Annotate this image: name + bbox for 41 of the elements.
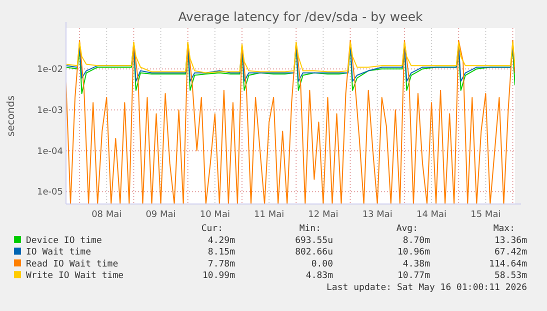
text: 10.96m bbox=[397, 248, 430, 258]
text: 8.70m bbox=[402, 236, 430, 246]
chart-title: Average latency for /dev/sda - by week bbox=[178, 9, 424, 24]
text: 67.42m bbox=[494, 248, 527, 258]
legend-label: Write IO Wait time bbox=[26, 271, 124, 282]
legend-label: Device IO time bbox=[26, 236, 102, 246]
text: 10.99m bbox=[202, 271, 235, 282]
text: 114.64m bbox=[489, 259, 527, 270]
y-axis-title: seconds bbox=[6, 96, 17, 136]
line-series bbox=[66, 40, 515, 204]
text: Cur: bbox=[201, 224, 223, 234]
x-tick-label: 12 Mai bbox=[308, 210, 338, 220]
text: 8.15m bbox=[208, 248, 235, 258]
legend-label: IO Wait time bbox=[26, 248, 92, 258]
x-tick-label: 14 Mai bbox=[416, 210, 447, 220]
text: 4.29m bbox=[208, 236, 235, 246]
text: 802.66u bbox=[295, 248, 333, 258]
x-tick-label: 11 Mai bbox=[254, 210, 284, 220]
text: 13.36m bbox=[494, 236, 527, 246]
text: 0.00 bbox=[311, 259, 333, 270]
x-tick-label: 08 Mai bbox=[92, 210, 122, 220]
line-series bbox=[66, 42, 515, 74]
text: Max: bbox=[493, 224, 515, 234]
x-tick-label: 15 Mai bbox=[470, 210, 501, 220]
legend-label: Read IO Wait time bbox=[26, 259, 118, 270]
text: Min: bbox=[299, 224, 321, 234]
text: 58.53m bbox=[494, 271, 527, 282]
text: 4.83m bbox=[306, 271, 333, 282]
text: 10.77m bbox=[397, 271, 430, 282]
y-tick-label: 1e-05 bbox=[37, 188, 63, 198]
y-tick-label: 1e-04 bbox=[37, 146, 64, 157]
x-tick-label: 09 Mai bbox=[146, 210, 176, 220]
y-tick-label: 1e-03 bbox=[37, 106, 63, 116]
text: Last update: Sat May 16 01:00:11 2026 bbox=[326, 282, 527, 293]
text: 4.38m bbox=[402, 259, 430, 270]
text: 7.78m bbox=[208, 259, 235, 270]
text: Avg: bbox=[396, 224, 418, 234]
x-tick-label: 10 Mai bbox=[200, 210, 230, 220]
text: 693.55u bbox=[295, 236, 333, 246]
x-tick-label: 13 Mai bbox=[362, 210, 392, 220]
y-tick-label: 1e-02 bbox=[37, 64, 63, 75]
